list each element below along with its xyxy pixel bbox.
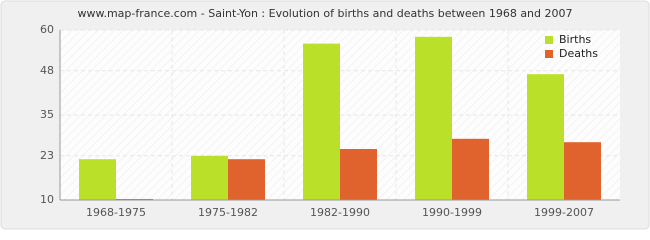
y-tick-label: 35 <box>40 108 54 121</box>
bar <box>116 198 153 200</box>
y-tick-label: 23 <box>40 149 54 162</box>
x-tick-label: 1990-1999 <box>422 206 482 219</box>
chart: www.map-france.com - Saint-Yon : Evoluti… <box>0 0 650 230</box>
y-tick-label: 60 <box>40 23 54 36</box>
legend-label: Deaths <box>559 47 598 60</box>
chart-title: www.map-france.com - Saint-Yon : Evoluti… <box>77 7 572 20</box>
legend-label: Births <box>559 33 591 46</box>
legend-swatch <box>545 50 553 58</box>
bar <box>452 138 489 200</box>
bar <box>564 142 601 200</box>
x-tick-label: 1975-1982 <box>198 206 258 219</box>
bar <box>79 159 116 200</box>
bar <box>228 159 265 200</box>
x-tick-label: 1982-1990 <box>310 206 370 219</box>
bar <box>303 43 340 200</box>
bar <box>340 149 377 200</box>
x-tick-label: 1968-1975 <box>86 206 146 219</box>
bar <box>527 74 564 200</box>
y-tick-label: 10 <box>40 193 54 206</box>
x-tick-label: 1999-2007 <box>534 206 594 219</box>
y-tick-label: 48 <box>40 64 54 77</box>
bar <box>415 36 452 200</box>
legend-swatch <box>545 36 553 44</box>
page: www.map-france.com - Saint-Yon : Evoluti… <box>0 0 650 230</box>
bar <box>191 155 228 200</box>
